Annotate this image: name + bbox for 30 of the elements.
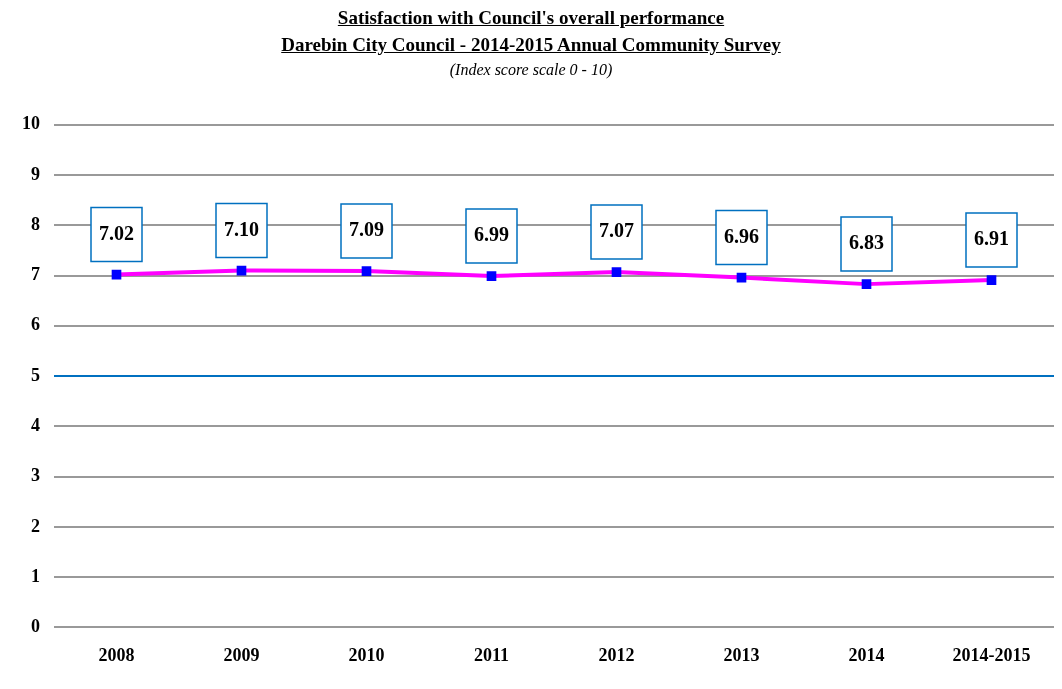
x-tick-label: 2012 <box>598 644 635 665</box>
x-tick-label: 2011 <box>473 644 510 665</box>
data-label: 7.10 <box>224 217 259 240</box>
y-tick-label: 9 <box>31 163 40 184</box>
x-tick-label: 2014 <box>848 644 885 665</box>
y-tick-label: 6 <box>31 314 40 335</box>
y-tick-label: 3 <box>31 465 40 486</box>
data-label: 6.91 <box>974 227 1009 250</box>
chart-subtitle: Darebin City Council - 2014-2015 Annual Community Survey <box>280 33 782 57</box>
y-tick-label: 4 <box>31 415 40 436</box>
chart-title: Satisfaction with Council's overall performance <box>336 6 726 30</box>
data-label: 7.02 <box>99 221 134 244</box>
x-tick-label: 2014-2015 <box>952 644 1031 665</box>
y-tick-label: 10 <box>22 113 40 134</box>
y-tick-label: 1 <box>31 565 40 586</box>
data-label: 7.07 <box>599 219 634 242</box>
text: (Index score scale 0 - 10) <box>448 60 614 81</box>
data-label: 6.99 <box>474 223 509 246</box>
y-tick-label: 7 <box>31 264 40 285</box>
data-label: 6.96 <box>724 224 759 247</box>
x-tick-label: 2009 <box>223 644 260 665</box>
data-label: 6.83 <box>849 231 884 254</box>
y-tick-label: 5 <box>31 364 40 385</box>
y-tick-label: 8 <box>31 213 40 234</box>
x-tick-label: 2010 <box>348 644 385 665</box>
x-tick-label: 2013 <box>723 644 760 665</box>
data-label: 7.09 <box>349 218 384 241</box>
y-tick-label: 2 <box>31 515 40 536</box>
y-tick-label: 0 <box>31 616 40 637</box>
x-tick-label: 2008 <box>98 644 135 665</box>
